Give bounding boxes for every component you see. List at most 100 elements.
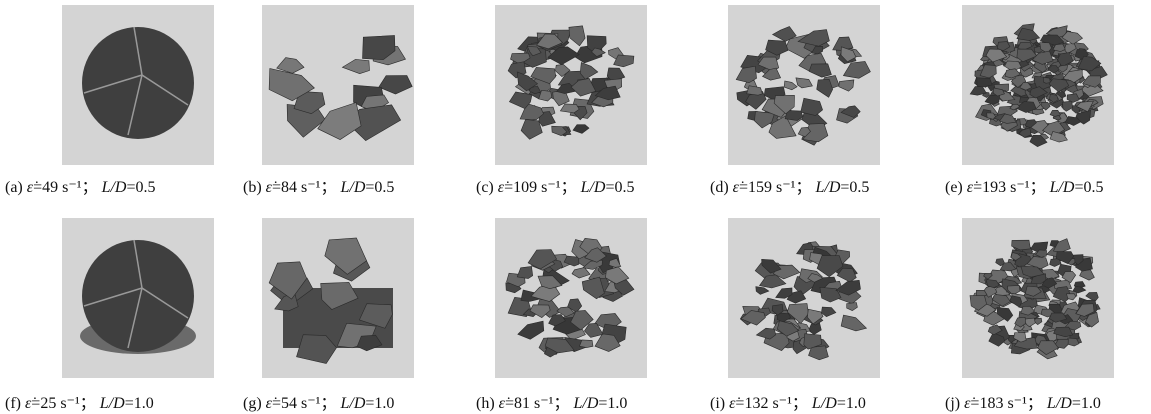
fragment [537,275,563,290]
caption-id: (b) [243,179,262,196]
fragment [816,255,844,278]
fragment [276,57,305,74]
fragment [581,276,605,300]
specimen [82,240,194,352]
caption-symbol: ε̇ [499,395,510,412]
fragment [356,334,383,352]
fragment [765,39,789,56]
fragment [1061,271,1077,284]
caption-id: (h) [476,395,495,412]
caption-symbol: ε̇ [266,179,277,196]
caption-id: (j) [945,395,960,412]
fragment [821,306,837,318]
fragment [1010,252,1022,261]
fragment [1026,256,1049,270]
fragment [735,65,757,84]
fragment [992,87,1005,97]
caption-symbol: ε̇ [498,179,509,196]
caption-var: L/D [1046,395,1072,412]
fragment [761,67,782,81]
fragment [996,41,1011,52]
fragment [1077,55,1102,72]
fragment [1014,316,1027,328]
caption-id: (g) [243,395,262,412]
caption-symbol: ε̇ [27,179,38,196]
fragment [754,110,776,129]
fragment [1052,286,1072,302]
fragment [979,64,997,79]
fragment [544,337,575,354]
caption: (f) ε̇=25 s⁻¹； L/D=1.0 [5,395,154,412]
fragment [807,273,824,283]
fragment [551,125,568,137]
fragment [1062,100,1073,112]
fragment [840,105,861,118]
caption-var: L/D [572,395,598,412]
caption-id: (f) [5,395,21,412]
caption-var: L/D [339,395,365,412]
fragment [773,95,795,115]
photo [728,218,880,378]
caption-var: L/D [99,395,125,412]
fragment [556,82,578,94]
fragment [775,287,793,299]
fragment [1024,119,1037,129]
fragment [605,266,630,285]
caption: (e) ε̇=193 s⁻¹； L/D=0.5 [945,179,1104,196]
fragment [803,333,822,350]
fragment [1066,93,1080,103]
fragment [613,279,635,296]
fragment [341,59,370,75]
fragment [988,332,1005,347]
fragment [1016,27,1041,41]
caption-ratio: =0.5 [1074,179,1103,196]
fragment [1072,286,1087,294]
fragment [378,75,413,95]
fragment [808,63,832,78]
fragment [985,48,1008,63]
fragment [1016,48,1038,63]
caption: (g) ε̇=54 s⁻¹； L/D=1.0 [243,395,394,412]
fragment [1019,81,1033,91]
caption-var: L/D [1049,179,1075,196]
caption-rate: =109 s⁻¹； [504,179,577,196]
fragment [1055,251,1075,264]
specimen [82,27,194,139]
fragment [1009,103,1020,111]
fragment [286,104,326,138]
caption: (c) ε̇=109 s⁻¹； L/D=0.5 [476,179,635,196]
fragment [808,345,829,361]
caption-symbol: ε̇ [967,179,978,196]
fragment [746,85,763,96]
photo [495,218,647,378]
fragment [1053,338,1069,349]
fragment [529,304,551,318]
fragment [999,262,1017,272]
fragment [516,266,534,279]
caption-id: (c) [476,179,494,196]
fragment [538,89,553,102]
caption-var: L/D [811,395,837,412]
fragment [1009,295,1023,308]
caption-rate: =25 s⁻¹； [31,395,96,412]
fragment [969,86,987,96]
fragment [293,90,326,115]
caption-rate: =132 s⁻¹； [735,395,808,412]
fragment [1013,332,1027,343]
fragment [1048,78,1070,93]
fragment [1047,65,1060,74]
fragment [1075,303,1095,317]
caption: (b) ε̇=84 s⁻¹； L/D=0.5 [243,179,394,196]
photo [62,218,214,378]
fragment [986,112,997,120]
fragment [992,294,1011,307]
fragment [795,77,813,89]
fragment [771,26,797,42]
fragment [1035,249,1047,258]
fragment [320,282,359,310]
photo [728,5,880,165]
fragment [571,267,591,279]
fragment [1049,93,1059,103]
